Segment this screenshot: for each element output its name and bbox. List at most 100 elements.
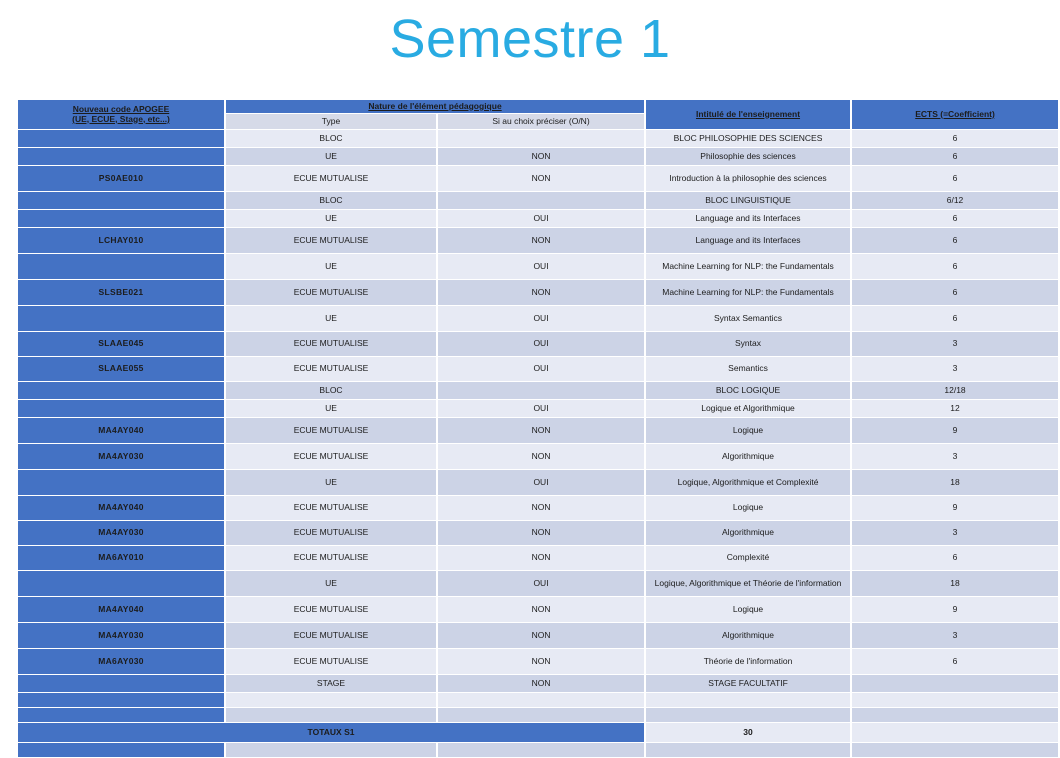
cell-ects: 6: [852, 254, 1059, 279]
cell-type: BLOC: [226, 130, 436, 147]
cell-type: ECUE MUTUALISE: [226, 280, 436, 305]
cell-type: ECUE MUTUALISE: [226, 597, 436, 622]
cell-code[interactable]: MA4AY040: [18, 597, 224, 622]
cell-ects: [852, 743, 1059, 757]
cell-code[interactable]: MA4AY030: [18, 521, 224, 545]
cell-ects: 9: [852, 597, 1059, 622]
cell-ects: [852, 693, 1059, 707]
cell-ects: 9: [852, 418, 1059, 443]
cell-choix: NON: [438, 418, 645, 443]
cell-code[interactable]: [18, 743, 224, 757]
cell-intitule: [646, 693, 851, 707]
cell-type: ECUE MUTUALISE: [226, 521, 436, 545]
cell-type: BLOC: [226, 382, 436, 399]
cell-type: ECUE MUTUALISE: [226, 546, 436, 570]
cell-intitule: [646, 708, 851, 722]
cell-intitule: Language and its Interfaces: [646, 228, 851, 253]
cell-choix: [438, 708, 645, 722]
table-row: UE OUI Logique et Algorithmique 12: [18, 400, 1059, 417]
cell-choix: NON: [438, 280, 645, 305]
cell-ects: 12/18: [852, 382, 1059, 399]
cell-intitule: Introduction à la philosophie des scienc…: [646, 166, 851, 191]
cell-code[interactable]: MA6AY010: [18, 546, 224, 570]
cell-type: UE: [226, 470, 436, 495]
cell-choix: [438, 130, 645, 147]
cell-code[interactable]: MA4AY030: [18, 623, 224, 648]
cell-code[interactable]: [18, 571, 224, 596]
cell-choix: OUI: [438, 400, 645, 417]
cell-code[interactable]: [18, 400, 224, 417]
cell-choix: NON: [438, 675, 645, 692]
header-choix: Si au choix préciser (O/N): [438, 114, 645, 129]
header-type: Type: [226, 114, 436, 129]
cell-ects: 6: [852, 546, 1059, 570]
cell-choix: OUI: [438, 306, 645, 331]
cell-choix: NON: [438, 597, 645, 622]
cell-intitule: Logique: [646, 496, 851, 520]
cell-code[interactable]: MA4AY040: [18, 418, 224, 443]
cell-intitule: Machine Learning for NLP: the Fundamenta…: [646, 280, 851, 305]
cell-code[interactable]: [18, 210, 224, 227]
cell-choix: NON: [438, 649, 645, 674]
table-row: BLOC BLOC PHILOSOPHIE DES SCIENCES 6: [18, 130, 1059, 147]
cell-choix: NON: [438, 546, 645, 570]
cell-intitule: Logique: [646, 418, 851, 443]
cell-code[interactable]: [18, 693, 224, 707]
cell-code[interactable]: [18, 675, 224, 692]
semester-table-container: Nouveau code APOGEE (UE, ECUE, Stage, etc…: [16, 99, 1059, 758]
cell-code[interactable]: SLAAE055: [18, 357, 224, 381]
cell-type: ECUE MUTUALISE: [226, 496, 436, 520]
totals-ects-empty: [852, 723, 1059, 742]
table-row: MA4AY030 ECUE MUTUALISE NON Algorithmique 3: [18, 521, 1059, 545]
cell-code[interactable]: [18, 192, 224, 209]
table-row: BLOC BLOC LOGIQUE 12/18: [18, 382, 1059, 399]
cell-code[interactable]: [18, 470, 224, 495]
totals-value: 30: [646, 723, 851, 742]
table-row: PS0AE010 ECUE MUTUALISE NON Introduction à …: [18, 166, 1059, 191]
cell-type: UE: [226, 210, 436, 227]
cell-choix: NON: [438, 228, 645, 253]
cell-ects: 18: [852, 470, 1059, 495]
table-row: MA6AY010 ECUE MUTUALISE NON Complexité 6: [18, 546, 1059, 570]
cell-choix: [438, 693, 645, 707]
cell-choix: OUI: [438, 332, 645, 356]
cell-code[interactable]: SLSBE021: [18, 280, 224, 305]
cell-choix: [438, 743, 645, 757]
cell-choix: OUI: [438, 357, 645, 381]
cell-code[interactable]: SLAAE045: [18, 332, 224, 356]
cell-ects: 6: [852, 130, 1059, 147]
cell-code[interactable]: [18, 306, 224, 331]
cell-type: ECUE MUTUALISE: [226, 418, 436, 443]
cell-code[interactable]: MA6AY030: [18, 649, 224, 674]
table-row: MA4AY030 ECUE MUTUALISE NON Algorithmique 3: [18, 623, 1059, 648]
cell-code[interactable]: [18, 254, 224, 279]
cell-ects: [852, 675, 1059, 692]
cell-choix: [438, 192, 645, 209]
cell-type: [226, 743, 436, 757]
header-intitule: Intitulé de l'enseignement: [646, 100, 851, 129]
semester-schedule-table: Nouveau code APOGEE (UE, ECUE, Stage, etc…: [16, 99, 1060, 758]
cell-intitule: Syntax: [646, 332, 851, 356]
cell-code[interactable]: [18, 130, 224, 147]
cell-code[interactable]: MA4AY030: [18, 444, 224, 469]
cell-choix: OUI: [438, 571, 645, 596]
cell-type: [226, 708, 436, 722]
cell-type: ECUE MUTUALISE: [226, 444, 436, 469]
cell-intitule: Philosophie des sciences: [646, 148, 851, 165]
cell-intitule: BLOC LINGUISTIQUE: [646, 192, 851, 209]
header-row-primary: Nouveau code APOGEE (UE, ECUE, Stage, etc…: [18, 100, 1059, 129]
cell-ects: 6: [852, 306, 1059, 331]
cell-intitule: [646, 743, 851, 757]
header-code-apogee: Nouveau code APOGEE (UE, ECUE, Stage, etc…: [18, 100, 224, 129]
cell-ects: 6/12: [852, 192, 1059, 209]
cell-ects: 3: [852, 357, 1059, 381]
cell-intitule: Semantics: [646, 357, 851, 381]
cell-code[interactable]: MA4AY040: [18, 496, 224, 520]
cell-code[interactable]: [18, 708, 224, 722]
table-row: MA4AY030 ECUE MUTUALISE NON Algorithmique 3: [18, 444, 1059, 469]
cell-intitule: BLOC LOGIQUE: [646, 382, 851, 399]
cell-code[interactable]: PS0AE010: [18, 166, 224, 191]
cell-code[interactable]: [18, 148, 224, 165]
cell-code[interactable]: [18, 382, 224, 399]
cell-code[interactable]: LCHAY010: [18, 228, 224, 253]
